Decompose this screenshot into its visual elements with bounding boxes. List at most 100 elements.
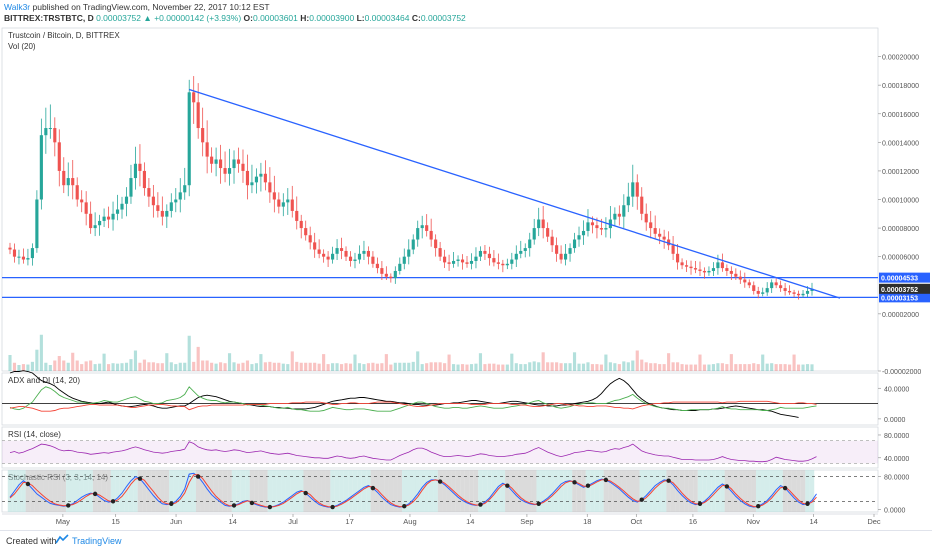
volume-bar	[438, 362, 442, 371]
volume-bar	[572, 352, 577, 371]
stoch-cross-dot	[805, 501, 810, 506]
candle-body	[8, 247, 12, 250]
stoch-bg-strip	[70, 470, 75, 512]
stoch-bg-strip	[321, 470, 326, 512]
stoch-bg-strip	[267, 470, 273, 512]
candle-body	[295, 210, 299, 221]
candle-body	[747, 282, 751, 286]
stoch-bg-strip	[406, 470, 411, 512]
stoch-bg-strip	[679, 470, 685, 512]
stoch-bg-strip	[375, 470, 380, 512]
candle-body	[662, 236, 666, 240]
candle-body	[429, 230, 433, 240]
candle-body	[339, 248, 344, 251]
volume-bar	[375, 363, 379, 371]
candle-body	[640, 196, 644, 214]
price-tag	[879, 272, 930, 283]
stoch-bg-strip	[30, 470, 35, 512]
stoch-bg-strip	[518, 470, 524, 512]
symbol-name: BITTREX:TRSTBTC, D	[4, 13, 94, 23]
volume-bar	[734, 364, 738, 371]
candle-body	[514, 253, 518, 260]
volume-bar	[510, 353, 514, 371]
volume-bar	[577, 363, 581, 371]
volume-bar	[201, 360, 205, 371]
volume-bar	[331, 363, 335, 371]
stoch-bg-strip	[706, 470, 712, 512]
x-tick-label: Nov	[747, 517, 761, 526]
candle-body	[595, 225, 599, 229]
stoch-bg-strip	[57, 470, 62, 512]
x-tick-label: 14	[809, 517, 817, 526]
open-label: O:	[243, 13, 253, 23]
y-tick-label: 0.00002000	[882, 312, 919, 319]
stoch-bg-strip	[88, 470, 93, 512]
volume-bar	[44, 362, 48, 371]
stoch-bg-strip	[74, 470, 80, 512]
stoch-bg-strip	[294, 470, 299, 512]
volume-bar	[689, 364, 693, 371]
volume-bar	[416, 351, 420, 371]
close-label: C:	[411, 13, 421, 23]
y-tick-label: -0.00002000	[882, 369, 921, 376]
candle-body	[702, 270, 707, 273]
y-tick-label: 40.0000	[884, 386, 909, 393]
volume-bar	[236, 363, 241, 371]
stoch-bg-strip	[576, 470, 582, 512]
volume-bar	[393, 362, 397, 371]
stoch-bg-strip	[527, 470, 532, 512]
volume-bar	[599, 364, 603, 371]
stoch-bg-strip	[626, 470, 631, 512]
candle-body	[111, 213, 115, 220]
volume-bar	[644, 362, 648, 371]
candle-body	[613, 213, 617, 220]
candle-body	[577, 235, 581, 240]
volume-bar	[487, 363, 491, 371]
stoch-bg-strip	[796, 470, 801, 512]
volume-bar	[389, 364, 393, 371]
candle-body	[555, 245, 559, 254]
candle-body	[546, 228, 550, 237]
chart-canvas[interactable]: 0.00020000 0.00018000 0.00016000 0.00014000…	[0, 24, 932, 530]
candle-body	[631, 182, 635, 197]
volume-bar	[555, 362, 559, 371]
close-value: 0.00003752	[420, 13, 466, 23]
stoch-bg-strip	[155, 470, 161, 512]
volume-bar	[138, 362, 142, 371]
candle-body	[550, 236, 554, 246]
volume-bar	[546, 362, 550, 371]
volume-bar	[353, 354, 357, 371]
candle-body	[765, 288, 769, 293]
volume-bar	[210, 362, 214, 371]
candle-body	[671, 245, 675, 254]
volume-bar	[111, 363, 115, 371]
candle-body	[322, 253, 326, 257]
y-tick-label: 0.00006000	[882, 255, 919, 262]
stoch-bg-strip	[428, 470, 434, 512]
stoch-bg-strip	[755, 470, 761, 512]
candle-body	[313, 242, 317, 250]
volume-bar	[667, 353, 671, 371]
volume-bar	[725, 364, 729, 371]
stoch-bg-strip	[603, 470, 609, 512]
candle-body	[626, 196, 630, 206]
author-link[interactable]: Walk3r	[4, 2, 31, 12]
up-arrow-icon: ▲	[143, 13, 152, 23]
stoch-bg-strip	[307, 470, 313, 512]
candle-body	[308, 235, 312, 243]
candle-body	[469, 260, 474, 264]
stoch-bg-strip	[643, 470, 649, 512]
candle-body	[357, 253, 362, 260]
candle-body	[348, 256, 353, 261]
volume-bar	[71, 352, 75, 371]
stoch-bg-strip	[16, 470, 22, 512]
stoch-cross-dot	[437, 479, 443, 484]
rsi-band	[2, 440, 878, 464]
tradingview-brand[interactable]: TradingView	[72, 536, 122, 546]
volume-bar	[716, 363, 720, 371]
volume-bar	[792, 354, 796, 371]
candle-body	[98, 220, 102, 226]
volume-bar	[115, 363, 120, 371]
stoch-bg-strip	[585, 470, 591, 512]
candle-body	[53, 128, 57, 143]
